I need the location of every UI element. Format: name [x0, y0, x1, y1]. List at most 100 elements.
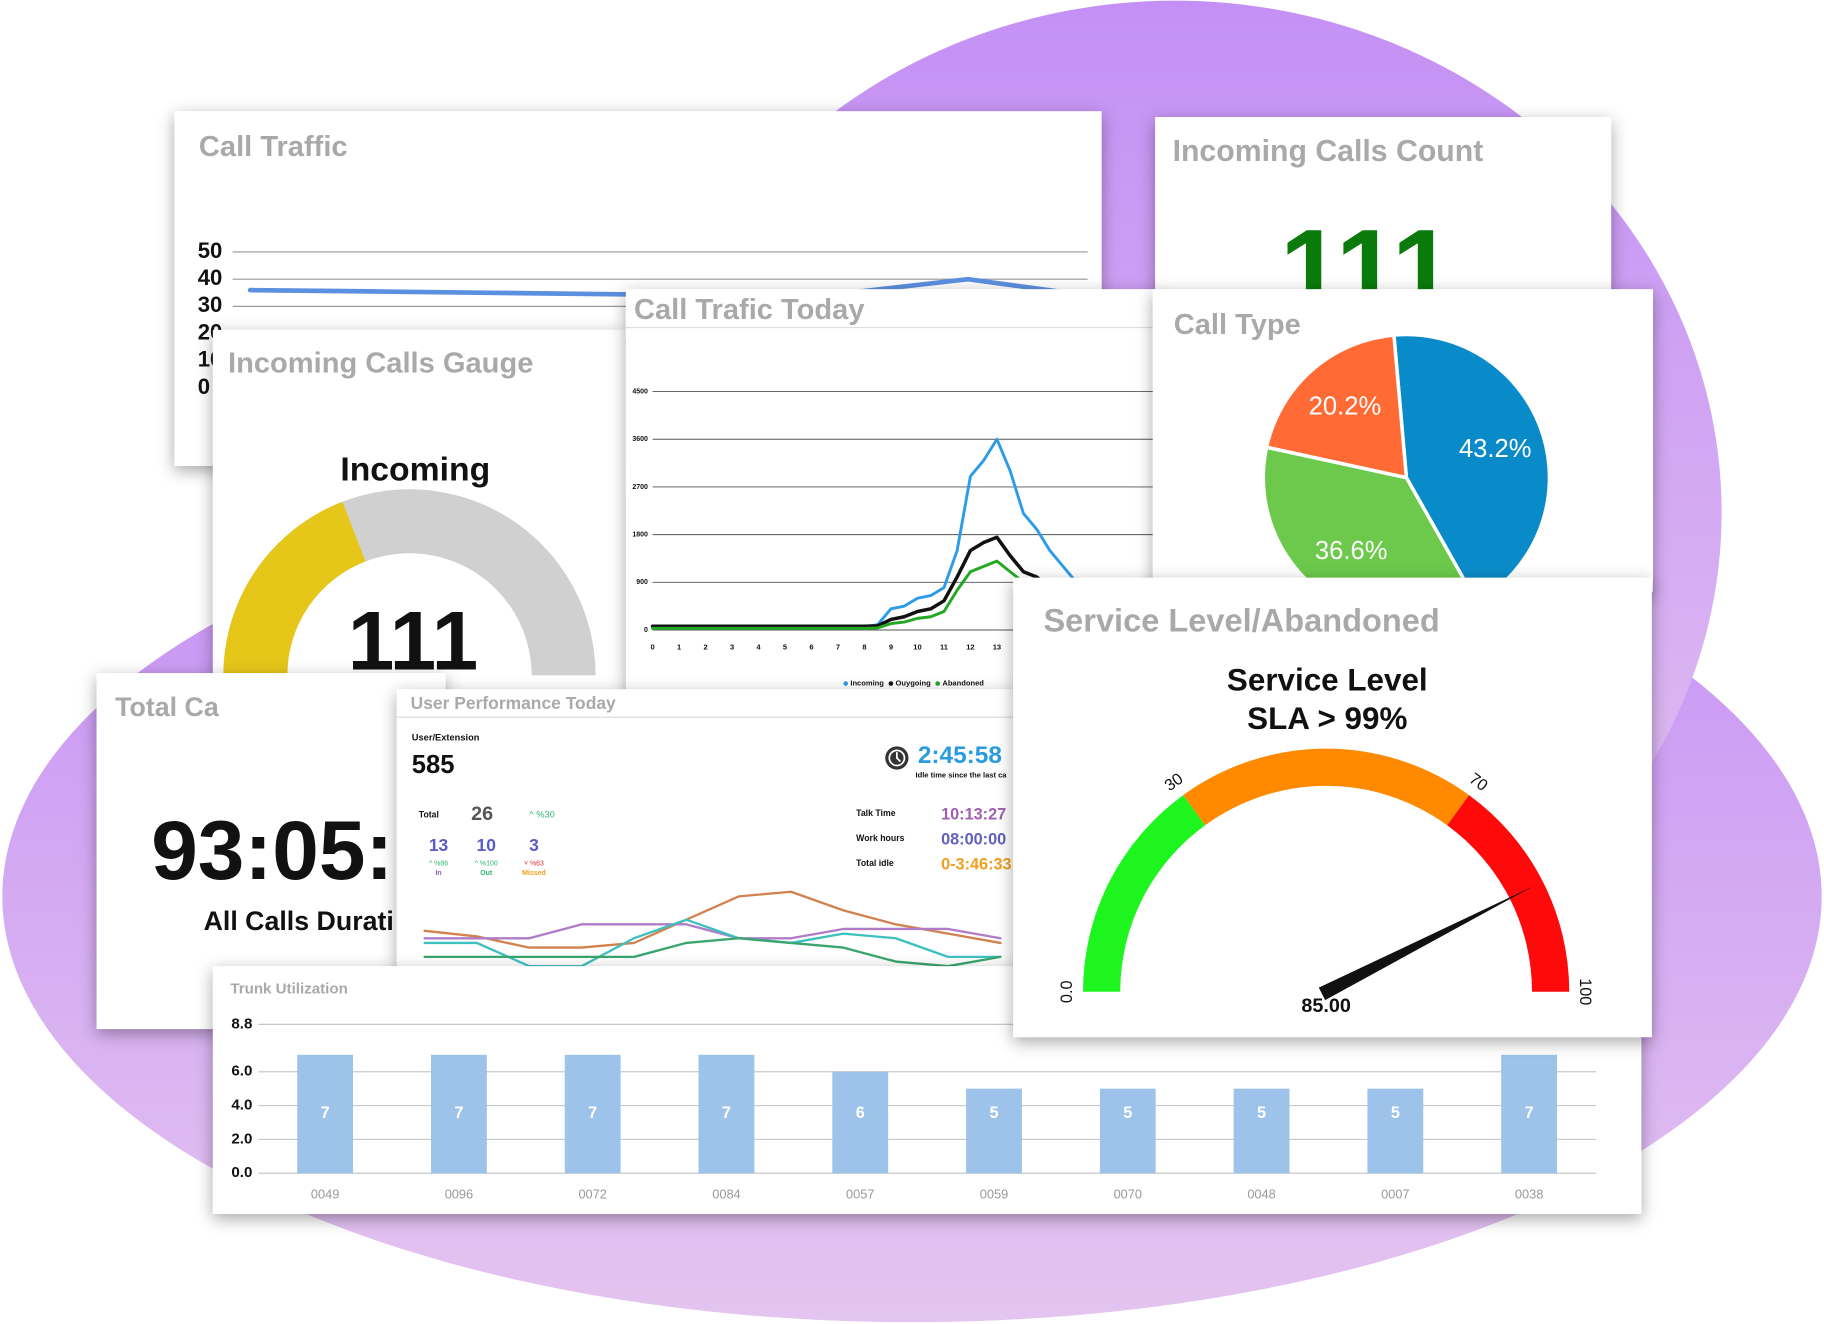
duration-value: 93:05:: [151, 803, 393, 897]
gauge-band: [1447, 795, 1570, 992]
panel-title: Trunk Utilization: [230, 980, 348, 997]
total-value: 26: [471, 803, 493, 825]
pie-label: 43.2%: [1459, 435, 1532, 463]
panel-title: Total Ca: [115, 692, 220, 722]
panel-title: User Performance Today: [411, 693, 616, 713]
y-tick-label: 0.0: [231, 1164, 252, 1181]
traffic-line: [650, 535, 1079, 629]
bar: [966, 1088, 1022, 1174]
x-tick-label: 9: [889, 642, 893, 651]
x-tick-label: 7: [836, 642, 840, 651]
bar-label: 5: [1123, 1104, 1132, 1122]
clock-hands: [896, 752, 901, 763]
x-tick-label: 1: [677, 642, 681, 651]
trend-line: [423, 918, 1002, 968]
pie-label: 20.2%: [1309, 393, 1382, 421]
bar: [297, 1054, 354, 1174]
breakdown-label: In: [435, 870, 441, 877]
breakdown-change: ^ %100: [475, 861, 498, 868]
gauge-needle: [1318, 886, 1534, 1001]
y-tick-label: 4.0: [231, 1097, 252, 1114]
idle-caption: Idle time since the last ca: [915, 770, 1007, 779]
y-tick-label: 1800: [632, 531, 648, 538]
y-tick-label: 50: [198, 238, 223, 263]
y-tick-label: 0: [198, 374, 210, 399]
y-tick-label: 3600: [632, 436, 648, 443]
bar: [430, 1054, 487, 1174]
bar-label: 7: [1525, 1104, 1534, 1122]
x-tick-label: 3: [730, 642, 734, 651]
breakdown-change: ^ %86: [429, 861, 448, 868]
x-tick-label: 5: [783, 642, 787, 651]
time-label: Talk Time: [856, 808, 896, 818]
x-tick-label: 0096: [445, 1187, 473, 1202]
bar: [832, 1071, 889, 1174]
gauge-heading: Service Level: [1227, 663, 1428, 698]
y-tick-label: 40: [198, 265, 223, 290]
duration-caption: All Calls Durati: [204, 906, 394, 936]
y-tick-label: 2700: [632, 484, 648, 491]
user-label: User/Extension: [412, 733, 480, 743]
bar-label: 5: [989, 1104, 998, 1122]
breakdown-change: ˅ %63: [524, 861, 544, 868]
x-tick-label: 6: [809, 642, 813, 651]
y-tick-label: 6.0: [231, 1063, 252, 1080]
bar-label: 5: [1257, 1104, 1266, 1122]
y-tick-label: 2.0: [231, 1130, 252, 1147]
bar-label: 5: [1391, 1104, 1400, 1122]
panel-title: Call Traffic: [199, 131, 348, 163]
time-value: 10:13:27: [941, 805, 1006, 823]
legend-label: Ouygoing: [896, 679, 932, 688]
panel-title: Call Trafic Today: [634, 294, 865, 326]
x-tick-label: 13: [993, 642, 1001, 651]
y-tick-label: 8.8: [231, 1015, 252, 1032]
legend-swatch: [843, 681, 849, 686]
bar-label: 6: [856, 1104, 865, 1122]
gauge-value: [223, 501, 366, 676]
time-value: 08:00:00: [941, 830, 1006, 848]
y-tick-label: 900: [636, 579, 648, 586]
legend-swatch: [888, 681, 894, 686]
y-tick-label: 4500: [632, 388, 648, 395]
gauge-label: Incoming: [340, 451, 490, 489]
bar: [698, 1054, 755, 1174]
x-tick-label: 0007: [1381, 1187, 1409, 1202]
panel-title: Incoming Calls Count: [1173, 135, 1484, 168]
bar-label: 7: [722, 1104, 731, 1122]
x-tick-label: 2: [703, 642, 707, 651]
gauge-tick-label: 100: [1576, 978, 1594, 1005]
gauge-value-label: 111: [348, 594, 479, 688]
pie-slice: [1392, 332, 1552, 605]
breakdown-value: 10: [477, 835, 496, 855]
pie-slice: [1264, 333, 1409, 480]
x-tick-label: 8: [862, 642, 866, 651]
legend-label: Abandoned: [942, 679, 984, 688]
bar: [1367, 1088, 1424, 1174]
legend-label: Incoming: [850, 679, 884, 688]
x-tick-label: 0072: [578, 1187, 606, 1202]
time-value: 0-3:46:33: [941, 855, 1012, 873]
gauge-band: [1083, 795, 1206, 992]
breakdown-value: 3: [529, 835, 539, 855]
panel: [1155, 117, 1612, 315]
y-tick-label: 0: [644, 627, 648, 634]
x-tick-label: 0048: [1247, 1187, 1275, 1202]
total-change: ^ %30: [529, 809, 555, 819]
gauge-tick-label: 0.0: [1058, 980, 1076, 1003]
x-tick-label: 0038: [1515, 1187, 1543, 1202]
bar: [1099, 1088, 1156, 1174]
trend-line: [423, 937, 1002, 968]
trend-line: [423, 890, 1002, 949]
x-tick-label: 11: [940, 642, 948, 651]
total-label: Total: [419, 809, 439, 819]
x-tick-label: 0: [650, 642, 654, 651]
panel: [396, 689, 1025, 969]
legend-swatch: [935, 681, 941, 686]
x-tick-label: 0084: [712, 1187, 740, 1202]
x-tick-label: 4: [756, 642, 761, 651]
x-tick-label: 0049: [311, 1187, 339, 1202]
bar: [564, 1054, 621, 1174]
panel-title: Service Level/Abandoned: [1043, 603, 1439, 639]
